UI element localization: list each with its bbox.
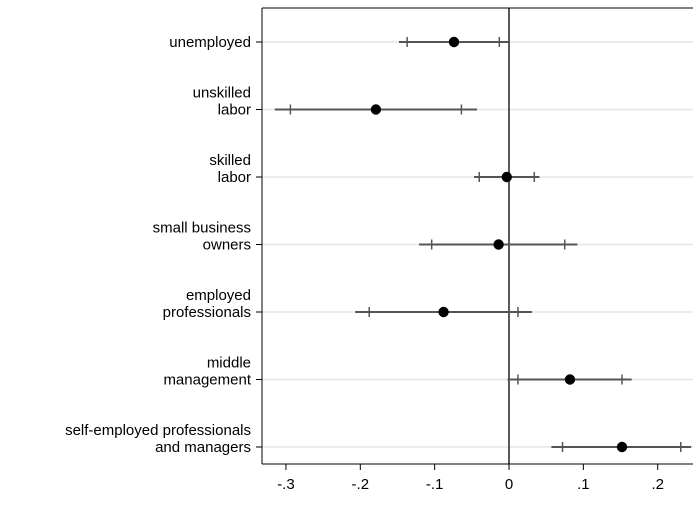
category-label-line-1-1: labor bbox=[218, 102, 251, 119]
category-label-2: skilled labor bbox=[209, 152, 251, 186]
coefficient-marks bbox=[274, 36, 692, 453]
category-label-line-3-0: small business bbox=[153, 220, 251, 237]
category-label-6: self-employed professionals and managers bbox=[65, 422, 251, 456]
estimate-point-3 bbox=[493, 239, 504, 250]
category-label-line-0-0: unemployed bbox=[169, 34, 251, 51]
x-tick-label-5: .2 bbox=[651, 476, 664, 493]
x-tick-label-2: -.1 bbox=[426, 476, 444, 493]
x-tick-label-4: .1 bbox=[577, 476, 590, 493]
x-tick-label-3: 0 bbox=[505, 476, 513, 493]
category-label-1: unskilled labor bbox=[193, 85, 251, 119]
x-tick-label-0: -.3 bbox=[277, 476, 295, 493]
x-axis: -.3 -.2 -.1 0 .1 .2 bbox=[277, 464, 664, 493]
category-label-line-5-1: management bbox=[163, 372, 251, 389]
category-label-5: middle management bbox=[163, 355, 251, 389]
estimate-point-6 bbox=[616, 441, 628, 453]
category-label-line-4-1: professionals bbox=[163, 304, 251, 321]
estimate-point-4 bbox=[438, 306, 449, 318]
category-label-line-1-0: unskilled bbox=[193, 85, 251, 102]
category-label-4: employed professionals bbox=[163, 287, 251, 321]
category-label-line-2-1: labor bbox=[218, 169, 251, 186]
category-label-3: small business owners bbox=[153, 220, 251, 254]
plot-frame bbox=[256, 7, 693, 465]
category-label-line-4-0: employed bbox=[186, 287, 251, 304]
x-tick-label-1: -.2 bbox=[352, 476, 370, 493]
category-label-line-5-0: middle bbox=[207, 355, 251, 372]
estimate-point-0 bbox=[448, 36, 460, 48]
category-label-line-6-0: self-employed professionals bbox=[65, 422, 251, 439]
category-label-0: unemployed bbox=[169, 34, 251, 51]
estimate-point-1 bbox=[370, 104, 382, 115]
estimate-point-2 bbox=[501, 171, 512, 183]
category-label-line-3-1: owners bbox=[203, 237, 251, 254]
category-label-line-6-1: and managers bbox=[155, 439, 251, 456]
estimate-point-5 bbox=[564, 374, 576, 385]
category-label-line-2-0: skilled bbox=[209, 152, 251, 169]
